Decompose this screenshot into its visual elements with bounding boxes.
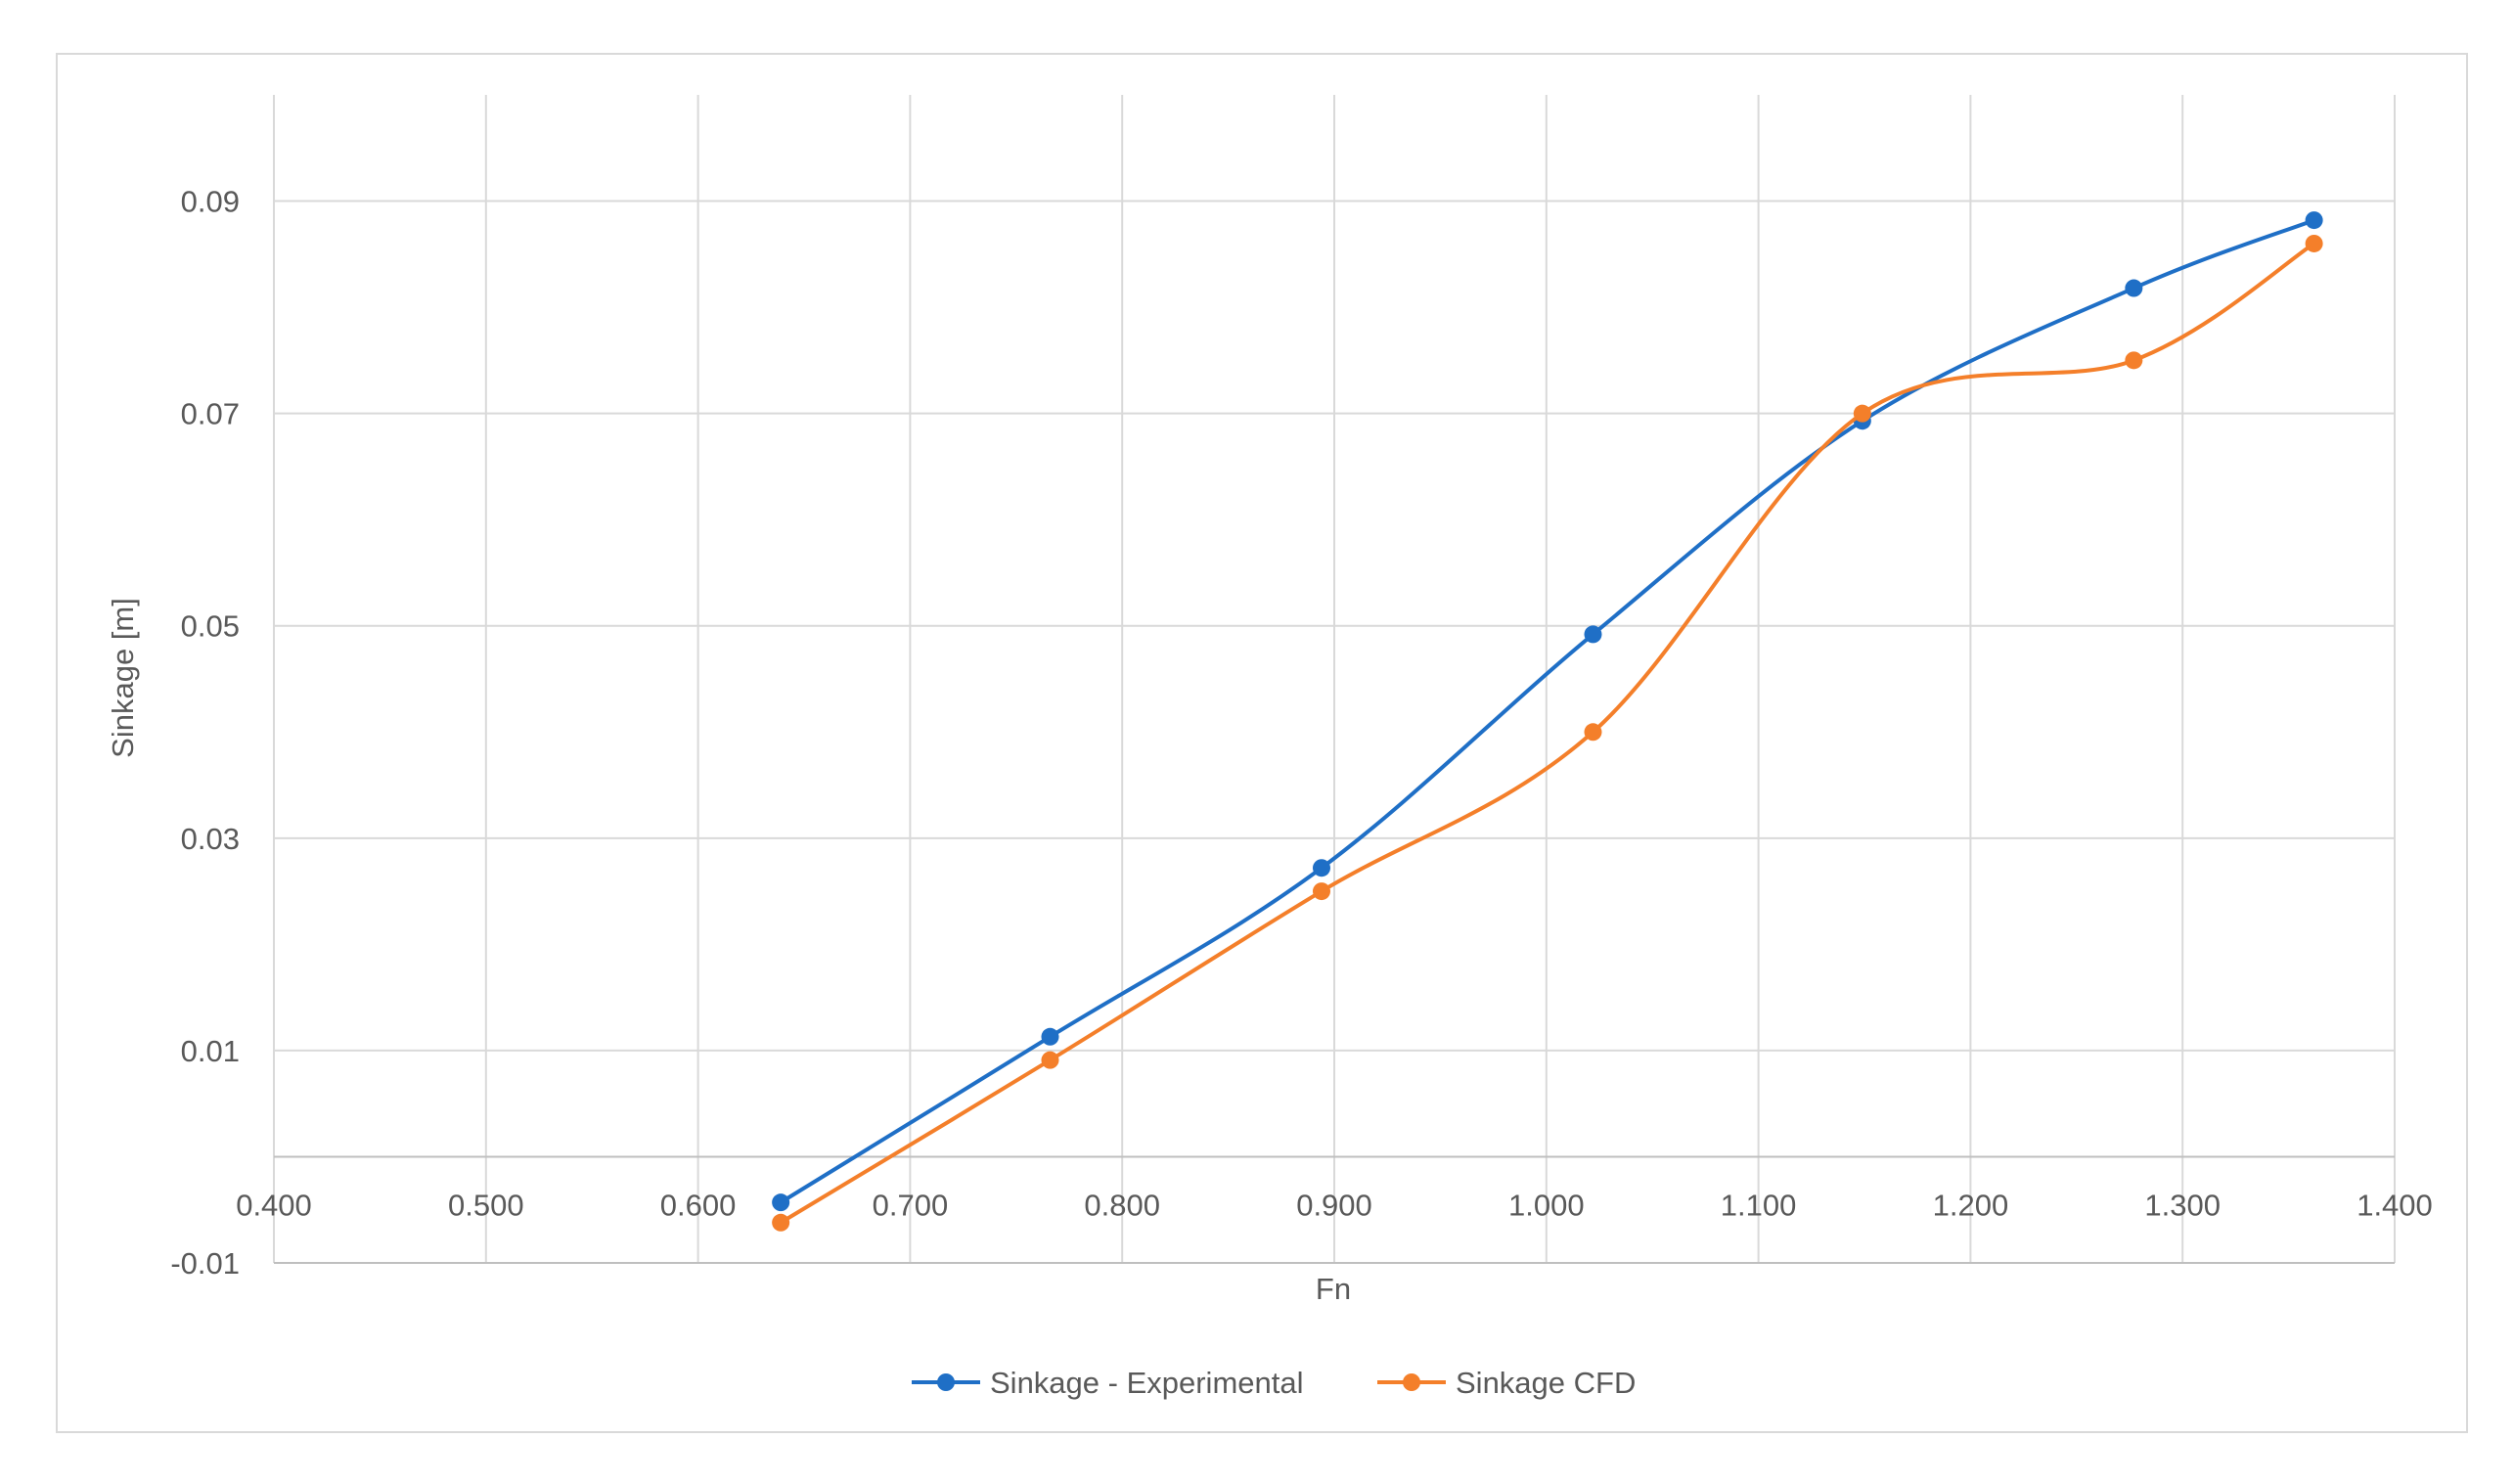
y-tick-label: 0.01 xyxy=(181,1034,240,1068)
legend-marker xyxy=(1403,1373,1420,1391)
y-tick-label: -0.01 xyxy=(170,1246,240,1281)
grid-layer xyxy=(273,95,2396,1264)
series-line xyxy=(780,218,2315,1204)
y-tick-label: 0.03 xyxy=(181,822,240,856)
legend-item: Sinkage - Experimental xyxy=(912,1366,1304,1400)
y-tick-label: 0.09 xyxy=(181,185,240,219)
series-layer xyxy=(772,211,2323,1232)
axis-layer: 0.400 0.500 0.600 0.700 0.800 0.900 1.000 1.100… xyxy=(170,185,2432,1281)
legend-label: Sinkage - Experimental xyxy=(990,1366,1304,1400)
data-point xyxy=(2305,211,2323,230)
data-point xyxy=(1853,404,1871,423)
data-point xyxy=(1312,859,1330,877)
legend-label: Sinkage CFD xyxy=(1456,1366,1636,1400)
data-point xyxy=(2305,234,2323,252)
y-tick-label: 0.07 xyxy=(181,397,240,431)
series-experimental xyxy=(772,211,2323,1212)
x-tick-label: 0.800 xyxy=(1084,1188,1160,1222)
x-tick-label: 0.400 xyxy=(236,1188,312,1222)
y-axis-title: Sinkage [m] xyxy=(106,598,140,758)
series-line xyxy=(780,242,2315,1225)
data-point xyxy=(772,1213,790,1232)
x-tick-label: 0.900 xyxy=(1296,1188,1372,1222)
data-point xyxy=(1584,723,1602,742)
y-tick-label: 0.05 xyxy=(181,609,240,644)
x-tick-label: 0.500 xyxy=(448,1188,524,1222)
x-tick-label: 1.000 xyxy=(1508,1188,1585,1222)
data-point xyxy=(1584,625,1602,644)
data-point xyxy=(2125,279,2143,297)
legend-item: Sinkage CFD xyxy=(1377,1366,1636,1400)
x-tick-label: 1.200 xyxy=(1933,1188,2009,1222)
data-point xyxy=(1041,1027,1059,1046)
x-axis-title: Fn xyxy=(1316,1272,1351,1306)
legend-marker xyxy=(937,1373,955,1391)
data-point xyxy=(1312,882,1330,901)
x-tick-label: 0.700 xyxy=(873,1188,949,1222)
legend: Sinkage - Experimental Sinkage CFD xyxy=(912,1366,1636,1400)
x-tick-label: 1.300 xyxy=(2144,1188,2221,1222)
x-tick-label: 1.100 xyxy=(1721,1188,1797,1222)
x-tick-label: 0.600 xyxy=(660,1188,737,1222)
chart-frame xyxy=(56,53,2468,1433)
x-tick-label: 1.400 xyxy=(2357,1188,2433,1222)
data-point xyxy=(772,1193,790,1212)
series-cfd xyxy=(772,234,2323,1232)
data-point xyxy=(1041,1051,1059,1069)
data-point xyxy=(2125,351,2143,370)
